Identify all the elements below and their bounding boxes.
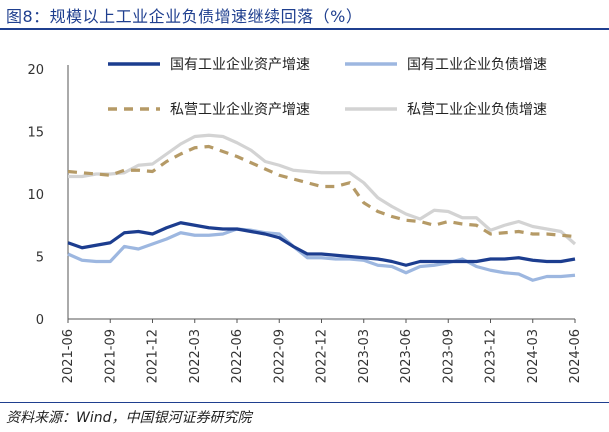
legend-label: 私营工业企业资产增速 xyxy=(170,101,310,118)
x-tick-label: 2022-09 xyxy=(272,329,287,383)
x-tick-label: 2021-12 xyxy=(146,329,161,383)
y-tick-label: 5 xyxy=(36,251,44,266)
y-tick-label: 15 xyxy=(27,126,44,141)
x-tick-label: 2021-06 xyxy=(61,329,76,383)
title-divider xyxy=(0,28,609,30)
series-line xyxy=(68,133,577,246)
series-line xyxy=(67,221,576,267)
y-tick-label: 0 xyxy=(36,313,44,328)
source-note: 资料来源：Wind，中国银河证券研究院 xyxy=(6,410,252,426)
legend-label: 私营工业企业负债增速 xyxy=(407,101,547,118)
x-tick-label: 2022-03 xyxy=(188,329,203,383)
x-tick-label: 2024-06 xyxy=(568,329,583,383)
x-tick-label: 2022-06 xyxy=(230,329,245,383)
x-tick-label: 2023-09 xyxy=(441,329,456,383)
series-line xyxy=(67,227,576,282)
axes: 0 5 10 15 20 2021-06 2021-09 2021-12 2022-03 2022… xyxy=(27,63,583,383)
x-tick-label: 2023-06 xyxy=(399,329,414,383)
figure-title: 图8：规模以上工业企业负债增速继续回落（%） xyxy=(6,7,363,26)
series-line xyxy=(67,144,576,239)
x-tick-label: 2022-12 xyxy=(315,329,330,383)
x-tick-label: 2023-03 xyxy=(357,329,372,383)
source-divider xyxy=(0,402,609,403)
legend-label: 国有工业企业资产增速 xyxy=(170,56,310,73)
y-tick-label: 20 xyxy=(27,63,44,78)
legend-label: 国有工业企业负债增速 xyxy=(407,56,547,73)
y-tick-label: 10 xyxy=(27,188,44,203)
x-tick-label: 2024-03 xyxy=(526,329,541,383)
x-tick-label: 2021-09 xyxy=(103,329,118,383)
plot-area xyxy=(67,133,577,282)
x-tick-label: 2023-12 xyxy=(484,329,499,383)
